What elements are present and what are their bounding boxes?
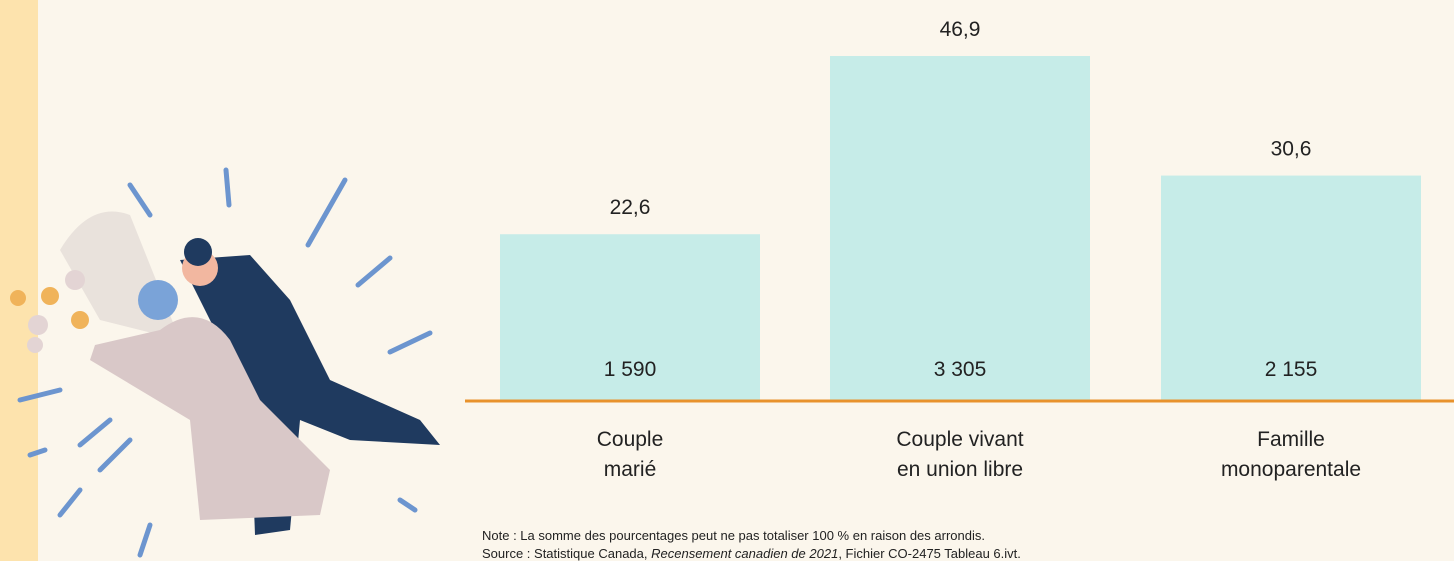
side-strip [0, 0, 38, 561]
category-line: marié [604, 458, 657, 481]
page: 22,6 1 590 Couple marié 46,9 3 305 Couple viva… [0, 0, 1454, 561]
source: Source : Statistique Canada, Recensement… [482, 546, 1021, 561]
category-line: Couple vivant [896, 428, 1023, 451]
source-text: Source : Statistique Canada, [482, 546, 651, 561]
chart: 22,6 1 590 Couple marié 46,9 3 305 Couple viva… [0, 0, 1454, 561]
value-label: 30,6 [1271, 138, 1312, 161]
bar [830, 56, 1090, 400]
category-line: Couple [597, 428, 664, 451]
category-line: monoparentale [1221, 458, 1361, 481]
source-title: Recensement canadien de 2021 [651, 546, 838, 561]
count-label: 2 155 [1265, 358, 1318, 381]
note: Note : La somme des pourcentages peut ne… [482, 528, 985, 543]
value-label: 22,6 [610, 196, 651, 219]
value-label: 46,9 [940, 18, 981, 41]
count-label: 1 590 [604, 358, 657, 381]
category-line: en union libre [897, 458, 1023, 481]
count-label: 3 305 [934, 358, 987, 381]
category-line: Famille [1257, 428, 1325, 451]
source-text: , Fichier CO-2475 Tableau 6.ivt. [838, 546, 1021, 561]
